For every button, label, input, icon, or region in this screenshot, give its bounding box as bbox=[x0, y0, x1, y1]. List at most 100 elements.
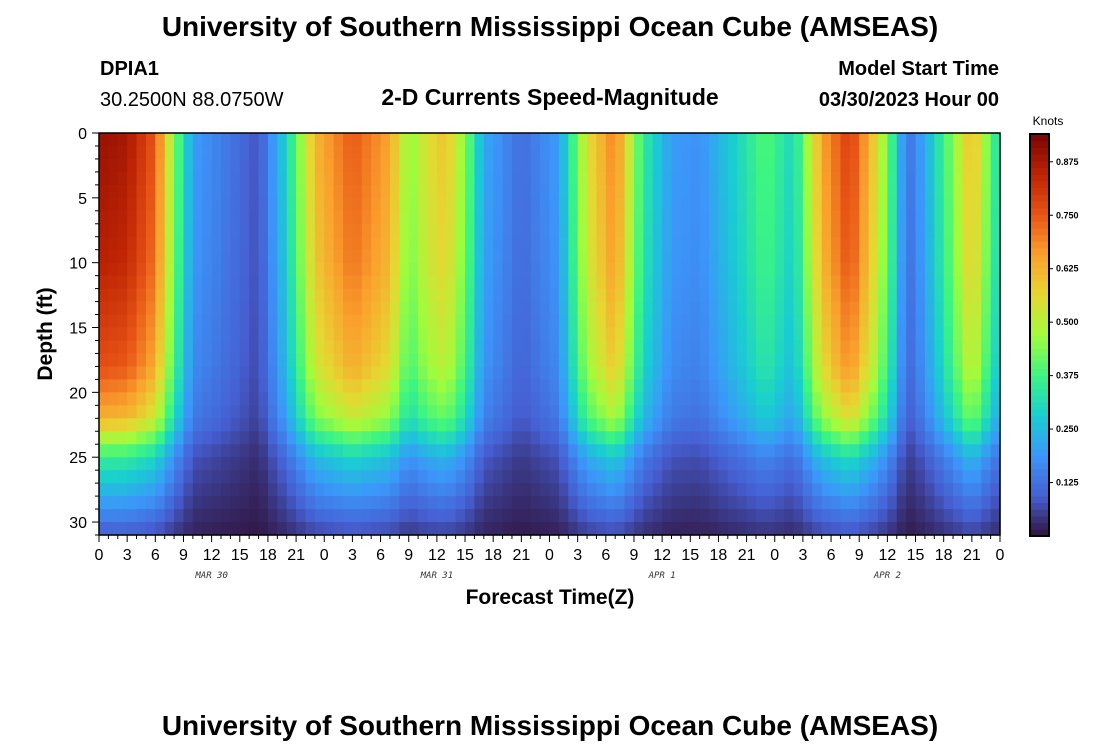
heatmap-cell bbox=[737, 379, 748, 393]
heatmap-cell bbox=[812, 470, 823, 484]
heatmap-cell bbox=[202, 483, 213, 497]
heatmap-cell bbox=[793, 418, 804, 432]
heatmap-cell bbox=[943, 405, 954, 419]
heatmap-cell bbox=[849, 133, 860, 147]
heatmap-cell bbox=[267, 496, 278, 510]
heatmap-cell bbox=[633, 496, 644, 510]
colorbar-segment bbox=[1030, 395, 1049, 403]
heatmap-cell bbox=[380, 197, 391, 212]
heatmap-cell bbox=[145, 184, 156, 199]
heatmap-cell bbox=[662, 288, 673, 303]
heatmap-cell bbox=[502, 392, 513, 406]
heatmap-cell bbox=[709, 197, 720, 212]
heatmap-cell bbox=[605, 301, 616, 316]
heatmap-cell bbox=[558, 197, 569, 212]
heatmap-cell bbox=[324, 171, 335, 186]
heatmap-cell bbox=[821, 366, 832, 380]
heatmap-cell bbox=[793, 353, 804, 368]
heatmap-cell bbox=[211, 522, 222, 536]
heatmap-cell bbox=[671, 483, 682, 497]
heatmap-cell bbox=[774, 275, 785, 290]
heatmap-cell bbox=[192, 392, 203, 406]
heatmap-cell bbox=[427, 483, 438, 497]
heatmap-cell bbox=[183, 184, 194, 199]
heatmap-cell bbox=[296, 158, 307, 173]
heatmap-cell bbox=[990, 405, 1001, 419]
heatmap-cell bbox=[418, 158, 429, 173]
heatmap-cell bbox=[765, 444, 776, 458]
heatmap-cell bbox=[521, 288, 532, 303]
heatmap-cell bbox=[455, 457, 466, 471]
heatmap-cell bbox=[652, 184, 663, 199]
heatmap-cell bbox=[765, 301, 776, 316]
heatmap-cell bbox=[352, 431, 363, 445]
heatmap-cell bbox=[990, 210, 1001, 225]
heatmap-cell bbox=[183, 444, 194, 458]
heatmap-cell bbox=[943, 353, 954, 368]
heatmap-cell bbox=[784, 470, 795, 484]
heatmap-cell bbox=[774, 158, 785, 173]
heatmap-cell bbox=[305, 444, 316, 458]
heatmap-cell bbox=[286, 379, 297, 393]
heatmap-cell bbox=[840, 223, 851, 238]
heatmap-cell bbox=[530, 197, 541, 212]
heatmap-cell bbox=[324, 262, 335, 277]
heatmap-cell bbox=[314, 223, 325, 238]
heatmap-cell bbox=[802, 197, 813, 212]
heatmap-cell bbox=[605, 249, 616, 264]
colorbar-segment bbox=[1030, 368, 1049, 376]
heatmap-cell bbox=[615, 483, 626, 497]
heatmap-cell bbox=[324, 496, 335, 510]
heatmap-cell bbox=[934, 197, 945, 212]
heatmap-cell bbox=[249, 496, 260, 510]
heatmap-cell bbox=[324, 522, 335, 536]
heatmap-cell bbox=[380, 314, 391, 329]
heatmap-cell bbox=[587, 392, 598, 406]
heatmap-cell bbox=[399, 184, 410, 199]
heatmap-cell bbox=[108, 405, 119, 419]
heatmap-cell bbox=[652, 483, 663, 497]
heatmap-cell bbox=[596, 509, 607, 523]
heatmap-cell bbox=[192, 418, 203, 432]
x-tick-label: 0 bbox=[545, 547, 554, 564]
heatmap-cell bbox=[981, 249, 992, 264]
heatmap-cell bbox=[117, 145, 128, 160]
heatmap-cell bbox=[202, 379, 213, 393]
heatmap-cell bbox=[418, 236, 429, 251]
colorbar-segment bbox=[1030, 355, 1049, 363]
heatmap-cell bbox=[540, 223, 551, 238]
heatmap-cell bbox=[849, 366, 860, 380]
heatmap-cell bbox=[145, 171, 156, 186]
heatmap-cell bbox=[727, 197, 738, 212]
heatmap-cell bbox=[896, 184, 907, 199]
heatmap-cell bbox=[877, 457, 888, 471]
heatmap-cell bbox=[587, 301, 598, 316]
heatmap-cell bbox=[502, 366, 513, 380]
heatmap-cell bbox=[174, 509, 185, 523]
heatmap-cell bbox=[718, 522, 729, 536]
heatmap-cell bbox=[680, 327, 691, 342]
heatmap-cell bbox=[662, 405, 673, 419]
heatmap-cell bbox=[493, 171, 504, 186]
heatmap-cell bbox=[286, 418, 297, 432]
heatmap-cell bbox=[671, 249, 682, 264]
heatmap-cell bbox=[511, 249, 522, 264]
x-tick-label: 18 bbox=[935, 547, 953, 564]
heatmap-cell bbox=[774, 418, 785, 432]
heatmap-cell bbox=[418, 444, 429, 458]
heatmap-cell bbox=[371, 197, 382, 212]
heatmap-cell bbox=[671, 275, 682, 290]
heatmap-cell bbox=[981, 262, 992, 277]
heatmap-cell bbox=[136, 184, 147, 199]
heatmap-cell bbox=[821, 470, 832, 484]
heatmap-cell bbox=[155, 327, 166, 342]
heatmap-cell bbox=[408, 392, 419, 406]
heatmap-cell bbox=[192, 431, 203, 445]
heatmap-cell bbox=[887, 133, 898, 147]
heatmap-cell bbox=[249, 210, 260, 225]
heatmap-cell bbox=[784, 249, 795, 264]
heatmap-cell bbox=[906, 522, 917, 536]
heatmap-cell bbox=[652, 496, 663, 510]
heatmap-cell bbox=[643, 301, 654, 316]
